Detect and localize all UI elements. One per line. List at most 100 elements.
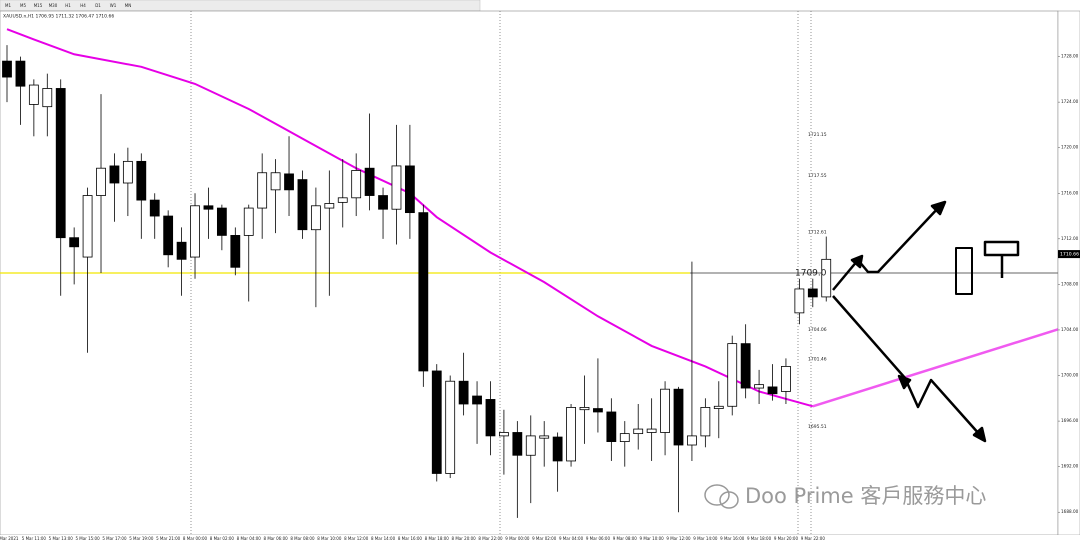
y-tick-label: 1712.00 (1061, 236, 1079, 241)
arrow-head (850, 254, 864, 269)
candle-body (740, 343, 751, 389)
candle-body (230, 235, 241, 268)
toolbar-button[interactable]: H1 (65, 3, 71, 8)
y-tick-label: 1708.00 (1061, 281, 1079, 286)
watermark-icon (704, 484, 739, 509)
candle-body (216, 207, 227, 236)
candle-body (687, 435, 697, 446)
candle-body (284, 173, 294, 191)
y-tick-label: 1724.00 (1061, 99, 1079, 104)
toolbar-button[interactable]: MN (125, 3, 131, 8)
toolbar-button[interactable]: M1 (5, 3, 11, 8)
x-tick-label: 9 Mar 14:00 (693, 536, 718, 541)
candle-body (660, 388, 670, 433)
x-tick-label: 8 Mar 18:00 (425, 536, 450, 541)
candle-body (364, 167, 375, 196)
down-arrow (832, 295, 981, 436)
candle-body (404, 165, 415, 214)
candle-sketch (955, 247, 973, 295)
time-axis (0, 535, 1080, 543)
arrow-head (972, 426, 987, 443)
x-tick-label: 8 Mar 20:00 (452, 536, 477, 541)
candle-body (28, 84, 39, 105)
candle-body (149, 199, 160, 217)
icon (719, 491, 739, 509)
x-tick-label: 8 Mar 06:00 (264, 536, 289, 541)
candle-body (136, 160, 147, 201)
candle-body (42, 88, 53, 108)
x-tick-label: 9 Mar 06:00 (586, 536, 611, 541)
price-annotation: 1695.51 (808, 424, 827, 430)
x-tick-label: 9 Mar 10:00 (640, 536, 665, 541)
candle-body (512, 432, 523, 456)
price-axis (1057, 10, 1080, 536)
toolbar-button[interactable]: D1 (95, 3, 101, 8)
price-annotation: 1709.0 (795, 269, 827, 279)
x-tick-label: 8 Mar 12:00 (344, 536, 369, 541)
y-tick-label: 1688.00 (1061, 509, 1079, 514)
x-tick-label: 8 Mar 16:00 (398, 536, 423, 541)
candle-body (82, 195, 93, 258)
candle-body (767, 386, 778, 395)
candle-body (781, 366, 791, 392)
candle-body (539, 435, 550, 439)
x-tick-label: 9 Mar 16:00 (720, 536, 745, 541)
y-tick-label: 1728.00 (1061, 54, 1079, 59)
candle-body (472, 395, 482, 405)
candle-body (633, 428, 644, 435)
candle-body (351, 170, 362, 199)
candle-body (593, 408, 603, 413)
toolbar-button[interactable]: H4 (80, 3, 86, 8)
forecast-line (812, 321, 1080, 408)
arrow-head (897, 374, 912, 390)
x-tick-label: 9 Mar 00:00 (505, 536, 530, 541)
x-tick-label: 8 Mar 22:00 (478, 536, 503, 541)
x-tick-label: 5 Mar 15:00 (75, 536, 100, 541)
x-tick-label: 8 Mar 08:00 (290, 536, 315, 541)
candle-body (176, 241, 187, 260)
candle-body (566, 407, 576, 462)
toolbar-button[interactable]: W1 (110, 3, 117, 8)
x-tick-label: 9 Mar 18:00 (747, 536, 772, 541)
x-tick-label: 5 Mar 13:00 (49, 536, 74, 541)
toolbar-button[interactable]: M5 (20, 3, 26, 8)
toolbar (0, 0, 481, 12)
price-annotation: 1717.55 (808, 173, 827, 179)
candle-body (499, 432, 509, 437)
candle-body (324, 203, 335, 209)
x-tick-label: 5 Mar 11:00 (22, 536, 47, 541)
y-tick-label: 1696.00 (1061, 418, 1079, 423)
candle-body (257, 172, 268, 209)
x-tick-label: 8 Mar 10:00 (317, 536, 342, 541)
candle-body (337, 197, 348, 203)
x-tick-label: 5 Mar 19:00 (129, 536, 154, 541)
chart-header: XAUUSD.n,H1 1706.95 1711.32 1706.47 1710… (3, 14, 114, 20)
current-price-label: 1710.66 (1060, 252, 1079, 258)
x-tick-label: 9 Mar 12:00 (666, 536, 691, 541)
x-tick-label: 8 Mar 02:00 (210, 536, 235, 541)
candle-body (203, 205, 214, 210)
x-tick-label: 8 Mar 04:00 (237, 536, 262, 541)
hand-drawing (832, 200, 1020, 443)
up-arrow (832, 205, 941, 291)
candle-body (485, 399, 496, 437)
price-annotation: 1704.06 (808, 327, 827, 333)
x-tick-label: 9 Mar 08:00 (613, 536, 638, 541)
toolbar-button[interactable]: M30 (49, 3, 58, 8)
x-tick-label: 5 Mar 21:00 (156, 536, 181, 541)
candle-body (243, 207, 254, 236)
candle-body (55, 88, 66, 239)
x-tick-label: 9 Mar 20:00 (774, 536, 799, 541)
candle-body (297, 179, 308, 231)
candle-body (378, 195, 388, 210)
candle-body (754, 384, 764, 389)
candle-body (525, 435, 536, 456)
toolbar-button[interactable]: M15 (34, 3, 43, 8)
candle-body (807, 288, 818, 298)
x-tick-label: 9 Mar 22:00 (801, 536, 826, 541)
y-tick-label: 1720.00 (1061, 145, 1079, 150)
candle-body (445, 380, 456, 474)
candle-body (646, 428, 657, 433)
